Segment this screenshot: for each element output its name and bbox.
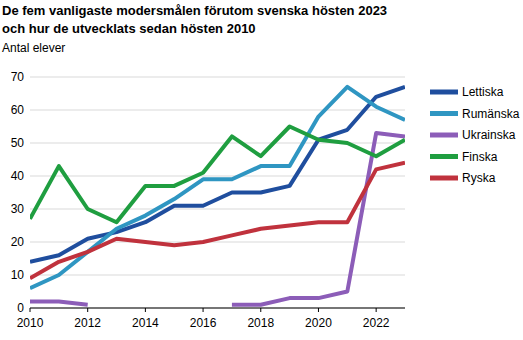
lines [30,87,405,305]
x-tick-label: 2020 [305,316,332,330]
y-tick-label: 40 [11,169,25,183]
series-line [30,127,405,223]
legend-swatch [430,111,458,116]
x-tick-label: 2018 [247,316,274,330]
chart: De fem vanligaste modersmålen förutom sv… [0,0,523,340]
x-tick-label: 2022 [363,316,390,330]
legend-swatch [430,154,458,159]
x-tick [30,308,31,312]
subtitle: och hur de utvecklats sedan hösten 2010 [2,21,256,36]
legend-label: Ryska [462,171,496,185]
y-tick-label: 20 [11,235,25,249]
grid-line [30,110,405,111]
x-tick-label: 2010 [17,316,44,330]
x-tick [145,308,146,312]
series-line [30,163,405,278]
title: De fem vanligaste modersmålen förutom sv… [2,3,387,18]
x-axis [30,308,405,309]
x-tick-label: 2012 [74,316,101,330]
grid-line [30,176,405,177]
y-tick-label: 30 [11,202,25,216]
legend-swatch [430,176,458,181]
x-tick-label: 2016 [190,316,217,330]
x-tick [376,308,377,312]
legend-label: Lettiska [462,85,504,99]
y-tick-label: 0 [17,301,24,315]
y-tick-label: 10 [11,268,25,282]
series-line [30,87,405,288]
grid-line [30,308,405,309]
x-tick [318,308,319,312]
y-tick-label: 60 [11,103,25,117]
series-line [30,87,405,262]
x-tick [260,308,261,312]
legend-swatch [430,133,458,138]
x-tick [87,308,88,312]
legend-swatch [430,90,458,95]
legend-label: Finska [462,150,498,164]
legend-label: Rumänska [462,107,520,121]
legend-label: Ukrainska [462,128,516,142]
x-tick [203,308,204,312]
y-tick-label: 70 [11,70,25,84]
y-axis-label: Antal elever [2,41,65,55]
grid-line [30,77,405,78]
x-tick-label: 2014 [132,316,159,330]
series-line [30,133,405,305]
y-tick-label: 50 [11,136,25,150]
